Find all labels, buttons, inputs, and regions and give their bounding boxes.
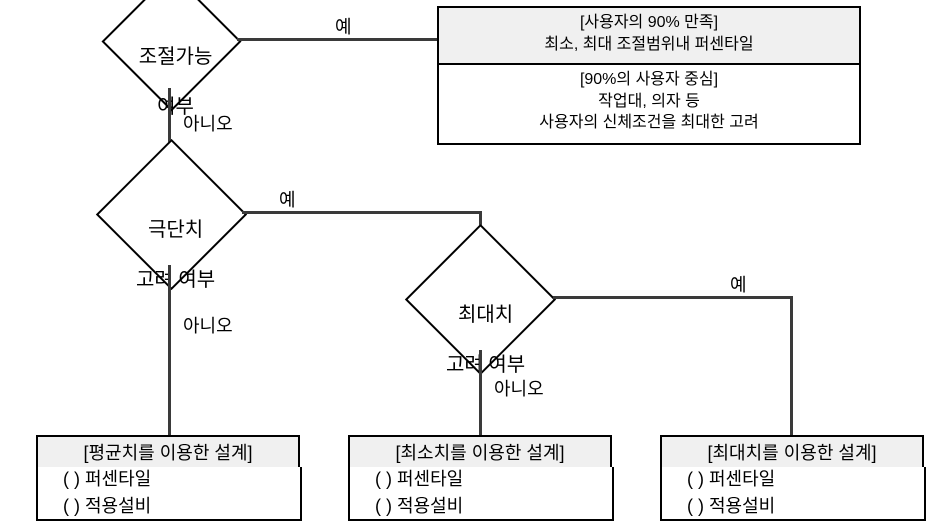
info-top-line1: [사용자의 90% 만족] (580, 14, 718, 31)
edge-d2-no (168, 265, 171, 435)
r2-row2: ( ) 적용설비 (375, 493, 612, 520)
r1-row1: ( ) 퍼센타일 (63, 466, 300, 493)
d2-line1: 극단치 (148, 219, 203, 241)
edge-d1-yes-label: 예 (335, 13, 352, 39)
edge-d2-yes-h (242, 211, 482, 214)
d2-line2: 고려 여부 (136, 269, 215, 291)
info-top-box: [사용자의 90% 만족] 최소, 최대 조절범위내 퍼센타일 (437, 6, 861, 67)
info-bot-box: [90%의 사용자 중심] 작업대, 의자 등 사용자의 신체조건을 최대한 고… (437, 63, 861, 145)
r1-row2: ( ) 적용설비 (63, 493, 300, 520)
edge-d3-yes-v (790, 296, 793, 435)
info-bot-line3: 사용자의 신체조건을 최대한 고려 (539, 114, 758, 131)
result-max-body: ( ) 퍼센타일 ( ) 적용설비 (660, 467, 926, 521)
result-avg-body: ( ) 퍼센타일 ( ) 적용설비 (36, 467, 302, 521)
d3-line1: 최대치 (458, 304, 513, 326)
r1-header: [평균치를 이용한 설계] (83, 439, 252, 465)
result-avg-header: [평균치를 이용한 설계] (36, 435, 300, 469)
result-min-header: [최소치를 이용한 설계] (348, 435, 612, 469)
edge-d3-no (479, 350, 482, 435)
edge-d1-no-label: 아니오 (183, 110, 233, 136)
r3-row2: ( ) 적용설비 (687, 493, 924, 520)
edge-d2-yes-label: 예 (279, 186, 296, 212)
d3-line2: 고려 여부 (446, 354, 525, 376)
r2-header: [최소치를 이용한 설계] (395, 439, 564, 465)
r2-row1: ( ) 퍼센타일 (375, 466, 612, 493)
info-bot-line1: [90%의 사용자 중심] (580, 71, 718, 88)
flowchart-canvas: { "type": "flowchart", "background_color… (0, 0, 933, 526)
r3-header: [최대치를 이용한 설계] (707, 439, 876, 465)
edge-d2-no-label: 아니오 (183, 312, 233, 338)
r3-row1: ( ) 퍼센타일 (687, 466, 924, 493)
info-bot-line2: 작업대, 의자 등 (598, 93, 700, 110)
info-top-line2: 최소, 최대 조절범위내 퍼센타일 (544, 36, 753, 53)
edge-d3-no-label: 아니오 (494, 375, 544, 401)
result-max-header: [최대치를 이용한 설계] (660, 435, 924, 469)
result-min-body: ( ) 퍼센타일 ( ) 적용설비 (348, 467, 614, 521)
edge-d3-yes-label: 예 (730, 271, 747, 297)
edge-d3-yes-h (553, 296, 793, 299)
d1-line1: 조절가능 (139, 46, 213, 68)
